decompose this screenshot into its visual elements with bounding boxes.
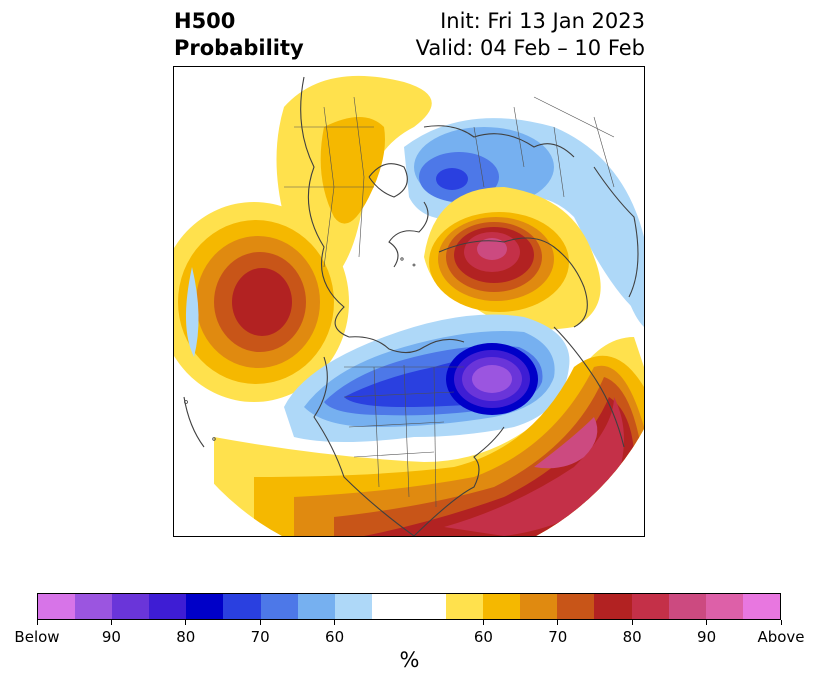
colorbar-tick	[780, 620, 782, 625]
below-anomaly-east	[614, 237, 644, 327]
coastlines	[183, 76, 639, 536]
colorbar-bin	[557, 594, 595, 619]
colorbar-unit: %	[399, 648, 420, 672]
colorbar-tick-label: Above	[757, 628, 805, 646]
above-anomaly-eurasia	[424, 187, 601, 330]
probability-map	[174, 67, 644, 536]
title-line-2: Probability	[174, 36, 304, 60]
colorbar-bin	[520, 594, 558, 619]
colorbar-bin	[149, 594, 187, 619]
colorbar-bin	[483, 594, 521, 619]
above-anomaly-pacific	[174, 202, 349, 402]
below-anomaly-north-america	[284, 314, 570, 442]
colorbar-tick-label: 60	[473, 628, 493, 646]
colorbar-bin	[260, 594, 298, 619]
map-contents	[174, 67, 644, 536]
colorbar-tick-label: 80	[622, 628, 642, 646]
colorbar-ticks: Below 90 80 70 60 60 70 80 90 Above	[0, 620, 819, 650]
colorbar-tick-label: 70	[250, 628, 270, 646]
colorbar-tick	[557, 620, 559, 625]
colorbar-bin	[75, 594, 113, 619]
colorbar-bin	[668, 594, 706, 619]
init-date: Init: Fri 13 Jan 2023	[440, 9, 645, 33]
title-line-1: H500	[174, 9, 236, 33]
above-anomaly-atlantic	[214, 337, 644, 536]
date-info: Init: Fri 13 Jan 2023 Valid: 04 Feb – 10…	[416, 8, 645, 62]
borders	[284, 96, 615, 508]
colorbar-tick	[36, 620, 38, 625]
colorbar-bin	[112, 594, 150, 619]
colorbar-tick-label: 70	[548, 628, 568, 646]
colorbar-tick	[185, 620, 187, 625]
colorbar	[37, 593, 781, 620]
colorbar-bin	[446, 594, 484, 619]
below-anomaly-siberia	[404, 118, 644, 317]
colorbar-tick-label: 60	[325, 628, 345, 646]
map-panel	[173, 66, 645, 537]
colorbar-bin	[631, 594, 669, 619]
colorbar-tick	[334, 620, 336, 625]
colorbar-tick-label: 90	[101, 628, 121, 646]
colorbar-tick-label: 80	[176, 628, 196, 646]
colorbar-bin	[297, 594, 335, 619]
colorbar-bin	[705, 594, 743, 619]
colorbar-bin	[334, 594, 372, 619]
colorbar-tick	[259, 620, 261, 625]
below-anomaly-west	[185, 267, 199, 357]
colorbar-tick	[482, 620, 484, 625]
valid-date: Valid: 04 Feb – 10 Feb	[415, 36, 645, 60]
colorbar-tick	[706, 620, 708, 625]
colorbar-bin	[186, 594, 224, 619]
colorbar-tick	[631, 620, 633, 625]
colorbar-tick-label: Below	[14, 628, 60, 646]
colorbar-bin	[594, 594, 632, 619]
map-title: H500 Probability	[174, 8, 304, 62]
colorbar-bin	[371, 594, 409, 619]
colorbar-bin	[408, 594, 447, 619]
colorbar-bin	[223, 594, 261, 619]
colorbar-tick-label: 90	[697, 628, 717, 646]
colorbar-bin	[38, 594, 76, 619]
colorbar-bin	[742, 594, 780, 619]
colorbar-tick	[110, 620, 112, 625]
